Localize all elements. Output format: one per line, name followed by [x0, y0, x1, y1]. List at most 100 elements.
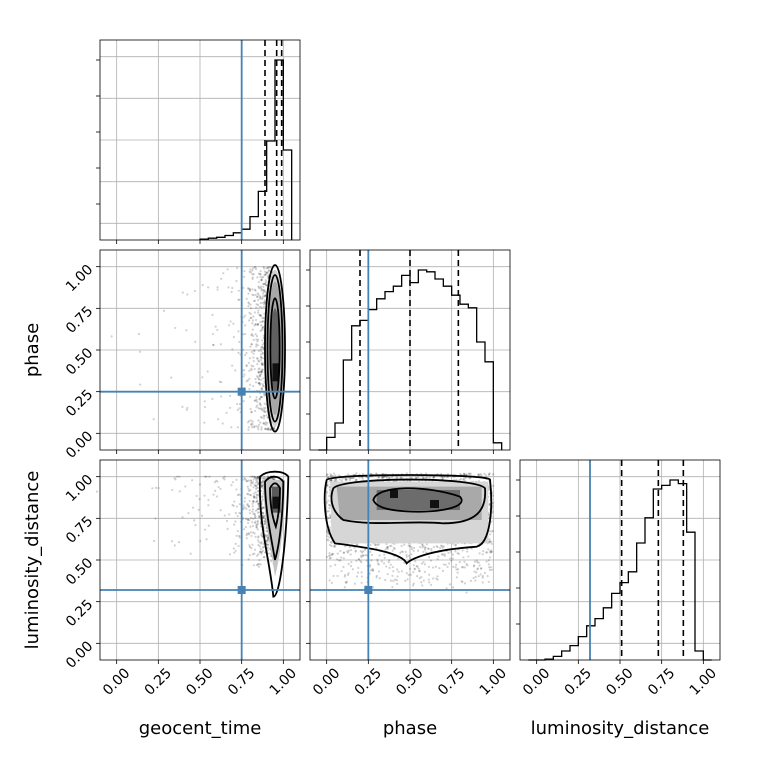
- scatter-point: [360, 556, 363, 559]
- scatter-point: [236, 408, 239, 412]
- scatter-point: [251, 475, 255, 478]
- scatter-point: [462, 477, 466, 481]
- scatter-point: [482, 550, 485, 553]
- scatter-point: [272, 477, 275, 481]
- scatter-point: [264, 280, 268, 284]
- scatter-point: [254, 515, 257, 518]
- scatter-point: [327, 510, 330, 513]
- scatter-point: [377, 570, 381, 573]
- scatter-point: [253, 548, 257, 551]
- scatter-point: [258, 397, 261, 400]
- scatter-point: [343, 477, 347, 480]
- scatter-point: [259, 287, 262, 290]
- scatter-point: [375, 574, 378, 577]
- scatter-point: [252, 356, 255, 359]
- scatter-point: [259, 563, 262, 566]
- scatter-point: [261, 343, 264, 346]
- x-tick-label: 0.75: [645, 665, 678, 698]
- scatter-point: [360, 581, 363, 584]
- scatter-point: [472, 565, 476, 568]
- scatter-point: [253, 288, 257, 291]
- scatter-point: [248, 395, 252, 398]
- scatter-point: [368, 565, 372, 568]
- scatter-point: [412, 582, 415, 585]
- scatter-point: [257, 377, 261, 381]
- scatter-point: [220, 277, 223, 280]
- scatter-point: [404, 579, 407, 582]
- scatter-point: [261, 346, 265, 349]
- scatter-point: [248, 509, 251, 512]
- scatter-point: [234, 542, 237, 545]
- scatter-point: [246, 504, 249, 507]
- y-tick-label: 0.00: [63, 638, 96, 671]
- scatter-point: [256, 362, 259, 366]
- scatter-point: [469, 579, 473, 582]
- scatter-point: [258, 550, 261, 554]
- scatter-point: [254, 509, 258, 512]
- density-shade: [390, 490, 398, 498]
- scatter-point: [254, 377, 257, 381]
- scatter-point: [255, 338, 258, 341]
- scatter-point: [389, 544, 392, 548]
- scatter-point: [436, 578, 439, 581]
- scatter-point: [260, 533, 263, 536]
- scatter-point: [487, 548, 490, 551]
- scatter-point: [419, 546, 422, 549]
- scatter-point: [110, 335, 113, 338]
- scatter-point: [386, 573, 389, 576]
- scatter-point: [227, 286, 230, 289]
- panel-2d-geocent_time-phase: [100, 250, 300, 450]
- scatter-point: [256, 303, 260, 307]
- scatter-point: [252, 478, 255, 481]
- scatter-point: [432, 476, 435, 479]
- scatter-point: [242, 504, 245, 507]
- scatter-point: [246, 287, 250, 290]
- scatter-point: [186, 406, 189, 410]
- scatter-point: [236, 266, 239, 270]
- scatter-point: [448, 583, 452, 586]
- scatter-point: [382, 475, 386, 479]
- scatter-point: [479, 473, 482, 476]
- scatter-point: [399, 476, 402, 480]
- scatter-point: [252, 352, 255, 355]
- scatter-point: [422, 476, 425, 480]
- scatter-point: [377, 476, 380, 479]
- scatter-point: [361, 477, 364, 480]
- scatter-point: [260, 278, 263, 281]
- scatter-point: [258, 374, 261, 377]
- scatter-point: [203, 400, 206, 403]
- scatter-point: [273, 428, 276, 431]
- scatter-point: [231, 503, 234, 507]
- scatter-point: [359, 559, 362, 563]
- scatter-point: [157, 486, 160, 490]
- scatter-point: [260, 551, 263, 554]
- scatter-point: [442, 563, 445, 566]
- contour-level-2: [264, 475, 285, 561]
- scatter-point: [327, 517, 330, 520]
- scatter-point: [468, 477, 471, 480]
- panel-0-0: [100, 40, 300, 240]
- scatter-point: [250, 343, 253, 346]
- scatter-point: [263, 519, 266, 522]
- scatter-point: [340, 570, 343, 573]
- scatter-point: [257, 371, 260, 374]
- x-tick-label: 1.00: [687, 665, 720, 698]
- scatter-point: [259, 270, 262, 273]
- scatter-point: [264, 476, 268, 480]
- scatter-point: [328, 504, 331, 507]
- scatter-point: [255, 563, 259, 567]
- scatter-point: [254, 516, 257, 519]
- scatter-point: [376, 560, 379, 563]
- scatter-point: [441, 475, 444, 479]
- scatter-point: [462, 556, 465, 559]
- scatter-point: [242, 275, 246, 278]
- scatter-point: [259, 407, 262, 410]
- scatter-point: [253, 496, 256, 499]
- scatter-point: [249, 288, 252, 291]
- scatter-point: [442, 545, 445, 548]
- scatter-point: [435, 545, 438, 548]
- scatter-point: [253, 425, 256, 428]
- scatter-point: [451, 557, 454, 560]
- scatter-point: [270, 560, 273, 563]
- contour-level-3: [269, 482, 281, 530]
